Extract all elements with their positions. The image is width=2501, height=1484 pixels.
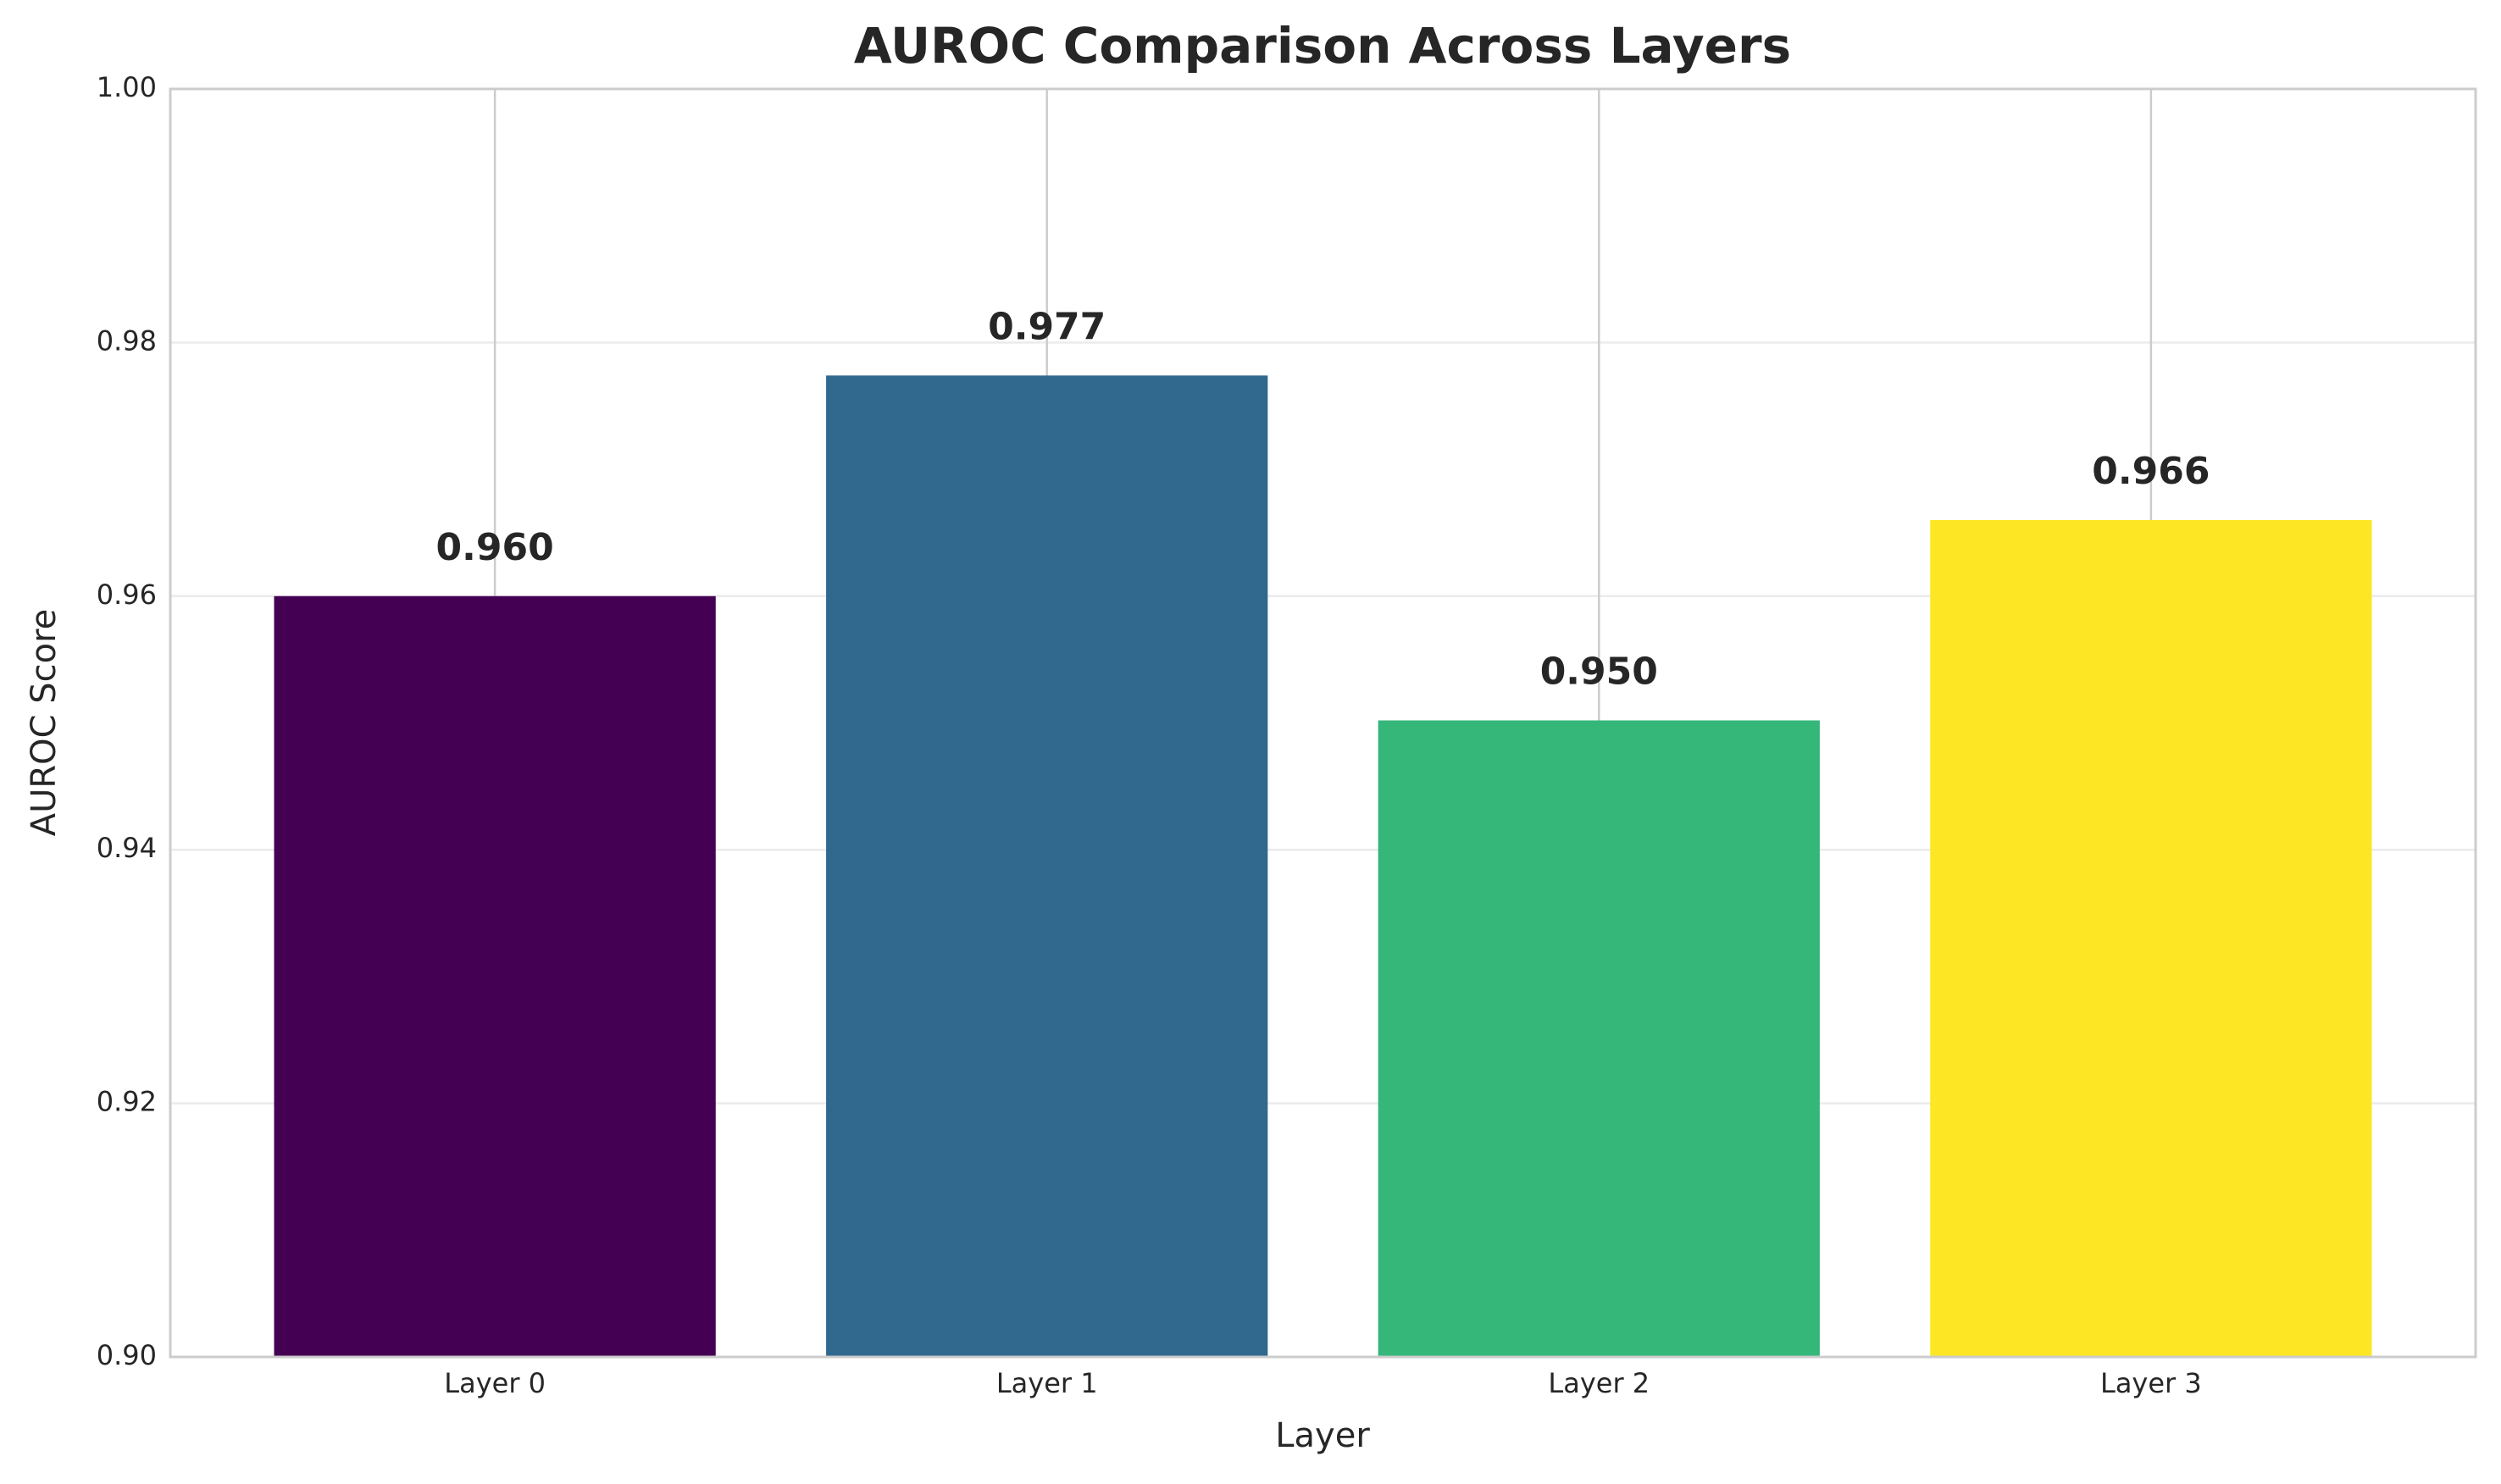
y-tick-label: 0.90	[97, 1339, 157, 1371]
chart-title: AUROC Comparison Across Layers	[854, 17, 1791, 75]
bar	[1378, 720, 1820, 1357]
bar	[274, 595, 716, 1357]
value-label: 0.977	[988, 305, 1106, 348]
bar	[826, 375, 1268, 1357]
x-tick-label: Layer 2	[1548, 1367, 1650, 1399]
value-label: 0.950	[1540, 651, 1658, 694]
x-axis-label: Layer	[1275, 1416, 1370, 1455]
y-axis-label: AUROC Score	[25, 609, 64, 837]
y-tick-label: 0.92	[97, 1086, 157, 1118]
y-tick-label: 0.96	[97, 579, 157, 611]
x-tick-label: Layer 3	[2100, 1367, 2202, 1399]
y-tick-label: 1.00	[97, 71, 157, 103]
bar	[1930, 519, 2372, 1357]
value-label: 0.960	[436, 526, 554, 569]
x-tick-label: Layer 1	[996, 1367, 1098, 1399]
x-tick-label: Layer 0	[444, 1367, 546, 1399]
value-label: 0.966	[2092, 450, 2210, 493]
y-tick-label: 0.94	[97, 832, 157, 864]
y-tick-label: 0.98	[97, 324, 157, 357]
plot-frame	[169, 87, 2477, 1359]
